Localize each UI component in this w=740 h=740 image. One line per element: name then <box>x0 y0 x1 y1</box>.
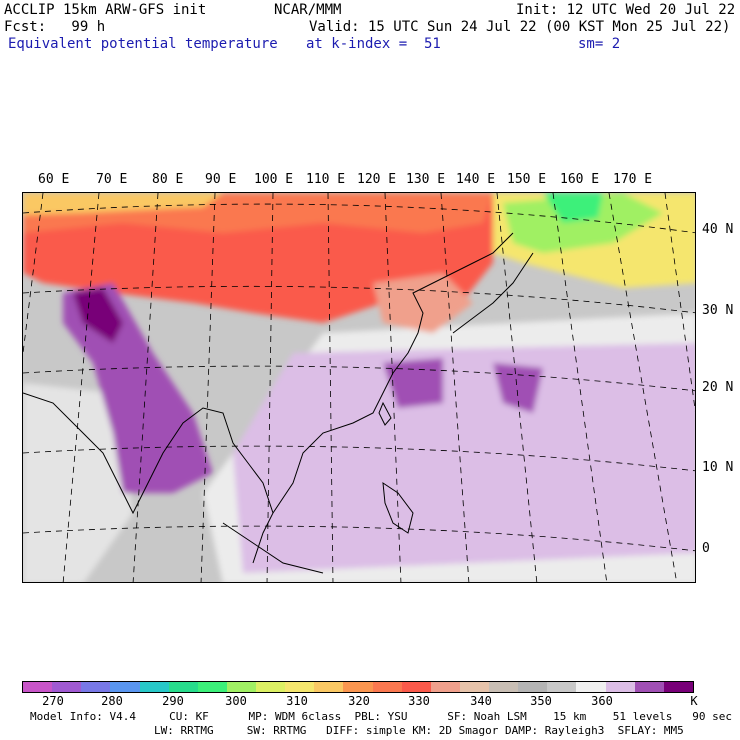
graticule <box>23 193 695 582</box>
warm-lobe <box>373 273 473 333</box>
lon-label: 150 E <box>507 172 547 187</box>
physics-info: LW: RRTMG SW: RRTMG DIFF: simple KM: 2D … <box>154 724 684 737</box>
colorbar-swatch <box>489 682 519 692</box>
colorbar-tick: K <box>690 694 698 708</box>
colorbar-swatch <box>547 682 577 692</box>
east-china-sea-max <box>383 358 443 408</box>
colorbar-swatch <box>226 682 256 692</box>
lat-label: 30 N <box>702 303 734 318</box>
lat-label: 10 N <box>702 460 734 475</box>
colorbar-tick: 300 <box>225 694 247 708</box>
lon-label: 100 E <box>254 172 294 187</box>
colorbar-swatch <box>81 682 111 692</box>
colorbar-swatch <box>372 682 402 692</box>
monsoon-trough <box>63 283 213 493</box>
colorbar-swatch <box>576 682 606 692</box>
colorbar-tick: 310 <box>286 694 308 708</box>
lat-label: 0 <box>702 541 710 556</box>
monsoon-core <box>73 288 123 343</box>
meridian <box>664 193 695 412</box>
south-asia-coast <box>23 392 274 564</box>
smoothing: sm= 2 <box>578 36 621 52</box>
coastlines <box>23 232 534 574</box>
colorbar-swatch <box>343 682 373 692</box>
colorbar-swatch <box>197 682 227 692</box>
colorbar-tick: 320 <box>348 694 370 708</box>
colorbar-swatch <box>168 682 198 692</box>
colorbar-swatch <box>663 682 693 692</box>
colorbar-swatch <box>634 682 664 692</box>
colorbar-tick: 340 <box>470 694 492 708</box>
forecast-hour: Fcst: 99 h <box>4 19 106 35</box>
theta-e-map <box>22 192 696 583</box>
lon-label: 90 E <box>205 172 237 187</box>
borneo-sumatra <box>222 522 324 574</box>
colorbar-swatch <box>139 682 169 692</box>
lat-label: 20 N <box>702 380 734 395</box>
lon-label: 110 E <box>306 172 346 187</box>
field-name: Equivalent potential temperature <box>8 36 278 52</box>
japan <box>452 252 534 334</box>
colorbar-swatch <box>430 682 460 692</box>
colorbar-tick: 360 <box>591 694 613 708</box>
valid-time: Valid: 15 UTC Sun 24 Jul 22 (00 KST Mon … <box>309 19 731 35</box>
colorbar-tick: 350 <box>530 694 552 708</box>
lon-label: 160 E <box>560 172 600 187</box>
colorbar-tick: 290 <box>162 694 184 708</box>
colorbar-swatch <box>285 682 315 692</box>
colorbar-tick: 330 <box>408 694 430 708</box>
tropical-region <box>233 343 695 573</box>
lon-label: 130 E <box>406 172 446 187</box>
philippines <box>382 481 414 534</box>
lon-label: 60 E <box>38 172 70 187</box>
k-index: at k-index = 51 <box>306 36 441 52</box>
lat-label: 40 N <box>702 222 734 237</box>
colorbar-swatch <box>605 682 635 692</box>
east-asia-coast <box>272 232 514 514</box>
lon-label: 80 E <box>152 172 184 187</box>
cool-center <box>543 193 603 223</box>
colorbar-swatch <box>23 682 53 692</box>
colorbar-tick: 270 <box>42 694 64 708</box>
organization: NCAR/MMM <box>274 2 342 18</box>
lon-label: 120 E <box>357 172 397 187</box>
colorbar-tick: 280 <box>101 694 123 708</box>
colorbar-swatch <box>256 682 286 692</box>
map-canvas <box>23 193 695 582</box>
taiwan <box>378 401 392 426</box>
light-region-west <box>23 383 133 582</box>
lon-label: 140 E <box>456 172 496 187</box>
warm-band-edge <box>23 193 223 215</box>
model-title: ACCLIP 15km ARW-GFS init <box>4 2 207 18</box>
colorbar <box>22 681 694 693</box>
init-time: Init: 12 UTC Wed 20 Jul 22 <box>516 2 736 18</box>
cool-core <box>503 193 663 253</box>
colorbar-swatch <box>401 682 431 692</box>
meridian <box>608 193 678 582</box>
model-info: Model Info: V4.4 CU: KF MP: WDM 6class P… <box>30 710 732 723</box>
colorbar-swatch <box>52 682 82 692</box>
colorbar-swatch <box>314 682 344 692</box>
meridian <box>23 193 44 354</box>
lon-label: 70 E <box>96 172 128 187</box>
colorbar-swatch <box>110 682 140 692</box>
colorbar-swatch <box>459 682 489 692</box>
lon-label: 170 E <box>613 172 653 187</box>
colorbar-swatch <box>518 682 548 692</box>
